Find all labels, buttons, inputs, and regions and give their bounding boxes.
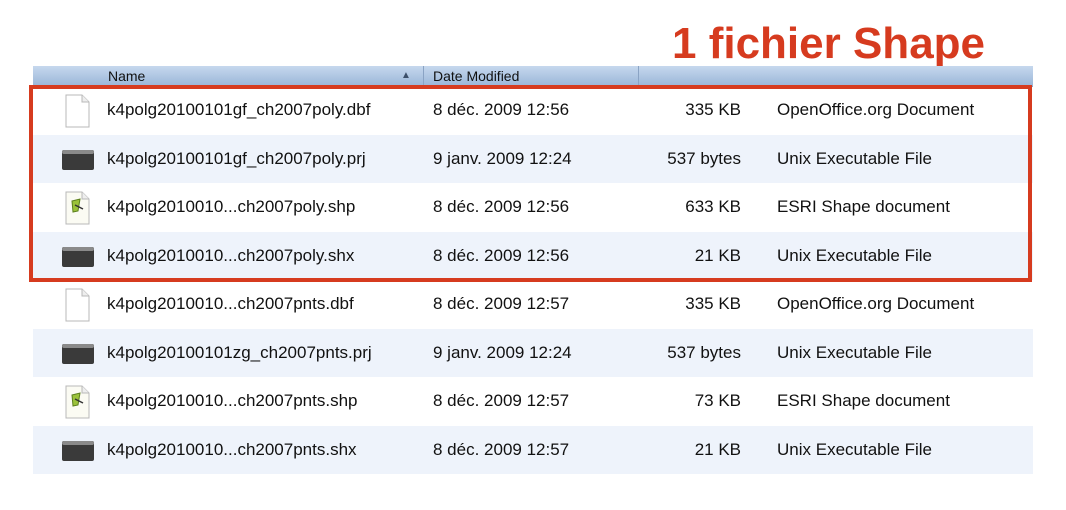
file-kind: Unix Executable File xyxy=(777,439,932,459)
file-list: k4polg20100101gf_ch2007poly.dbf 8 déc. 2… xyxy=(33,86,1033,474)
file-date: 9 janv. 2009 12:24 xyxy=(433,342,572,362)
file-row[interactable]: k4polg20100101gf_ch2007poly.dbf 8 déc. 2… xyxy=(33,86,1033,135)
file-size: 537 bytes xyxy=(667,342,741,362)
annotation-label: 1 fichier Shape xyxy=(672,19,986,68)
document-icon xyxy=(61,94,93,133)
file-kind: Unix Executable File xyxy=(777,342,932,362)
executable-icon xyxy=(61,240,95,279)
document-icon xyxy=(61,288,93,327)
file-kind: OpenOffice.org Document xyxy=(777,100,975,119)
file-date: 8 déc. 2009 12:56 xyxy=(433,197,570,216)
file-row[interactable]: k4polg2010010...ch2007pnts.shp 8 déc. 20… xyxy=(33,377,1033,426)
executable-icon xyxy=(61,143,95,182)
file-date: 8 déc. 2009 12:57 xyxy=(433,439,570,459)
file-name: k4polg2010010...ch2007pnts.shx xyxy=(107,439,357,459)
shp-icon xyxy=(61,385,93,424)
column-header-date-modified[interactable]: Date Modified xyxy=(433,68,520,84)
file-row[interactable]: k4polg20100101zg_ch2007pnts.prj 9 janv. … xyxy=(33,328,1033,377)
file-date: 8 déc. 2009 12:56 xyxy=(433,100,570,119)
file-date: 9 janv. 2009 12:24 xyxy=(433,148,572,168)
file-kind: Unix Executable File xyxy=(777,245,932,265)
executable-icon xyxy=(61,434,95,473)
executable-icon xyxy=(61,337,95,376)
sort-ascending-icon[interactable]: ▲ xyxy=(401,70,411,81)
file-size: 335 KB xyxy=(685,100,741,119)
file-date: 8 déc. 2009 12:57 xyxy=(433,391,570,410)
file-row[interactable]: k4polg2010010...ch2007pnts.dbf 8 déc. 20… xyxy=(33,280,1033,329)
file-row[interactable]: k4polg2010010...ch2007poly.shp 8 déc. 20… xyxy=(33,183,1033,232)
file-size: 21 KB xyxy=(694,245,741,265)
file-name: k4polg2010010...ch2007poly.shx xyxy=(107,245,355,265)
file-kind: ESRI Shape document xyxy=(777,391,950,410)
column-header-name[interactable]: Name xyxy=(108,68,146,84)
file-size: 633 KB xyxy=(685,197,741,216)
file-name: k4polg2010010...ch2007poly.shp xyxy=(107,197,356,216)
file-size: 73 KB xyxy=(694,391,741,410)
file-date: 8 déc. 2009 12:57 xyxy=(433,294,570,313)
column-header: Name ▲ Date Modified xyxy=(33,66,1033,87)
file-kind: OpenOffice.org Document xyxy=(777,294,975,313)
file-row[interactable]: k4polg20100101gf_ch2007poly.prj 9 janv. … xyxy=(33,134,1033,183)
file-row[interactable]: k4polg2010010...ch2007pnts.shx 8 déc. 20… xyxy=(33,425,1033,474)
file-date: 8 déc. 2009 12:56 xyxy=(433,245,570,265)
file-kind: ESRI Shape document xyxy=(777,197,950,216)
file-name: k4polg2010010...ch2007pnts.dbf xyxy=(107,294,354,313)
column-separator[interactable] xyxy=(638,66,639,86)
shp-icon xyxy=(61,191,93,230)
file-kind: Unix Executable File xyxy=(777,148,932,168)
file-size: 537 bytes xyxy=(667,148,741,168)
file-name: k4polg2010010...ch2007pnts.shp xyxy=(107,391,358,410)
file-size: 21 KB xyxy=(694,439,741,459)
file-name: k4polg20100101gf_ch2007poly.dbf xyxy=(107,100,371,119)
file-row[interactable]: k4polg2010010...ch2007poly.shx 8 déc. 20… xyxy=(33,231,1033,280)
file-size: 335 KB xyxy=(685,294,741,313)
column-separator[interactable] xyxy=(423,66,424,86)
file-name: k4polg20100101zg_ch2007pnts.prj xyxy=(107,342,372,362)
file-name: k4polg20100101gf_ch2007poly.prj xyxy=(107,148,366,168)
